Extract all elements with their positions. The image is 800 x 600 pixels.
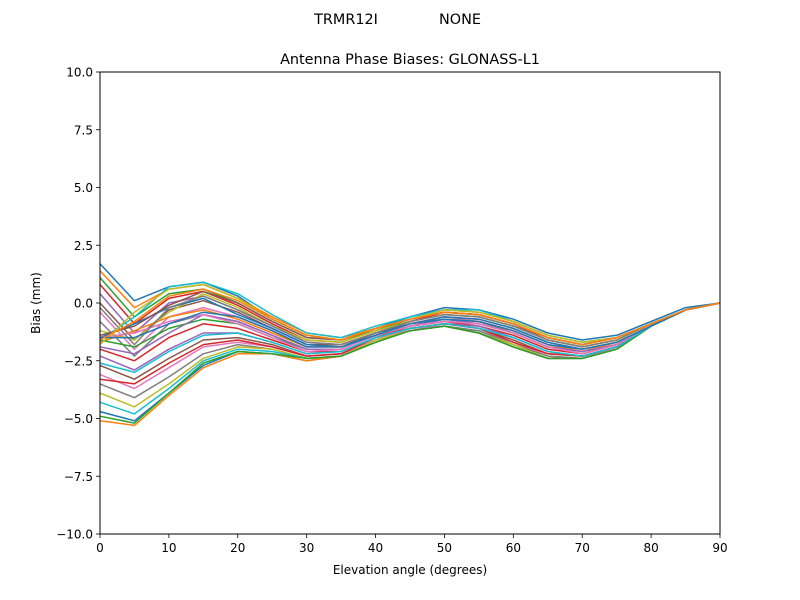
x-tick-label: 40 [368, 541, 383, 555]
x-tick-label: 70 [575, 541, 590, 555]
series-line-31 [100, 302, 721, 350]
y-tick-label: −2.5 [64, 354, 93, 368]
y-tick-label: −7.5 [64, 470, 93, 484]
x-tick-label: 10 [161, 541, 176, 555]
x-tick-label: 60 [506, 541, 521, 555]
y-tick-label: 5.0 [74, 181, 93, 195]
y-tick-label: 2.5 [74, 239, 93, 253]
x-tick-label: 30 [299, 541, 314, 555]
x-tick-label: 80 [643, 541, 658, 555]
y-tick-label: 7.5 [74, 123, 93, 137]
series-line-32 [99, 288, 721, 346]
x-axis-ticks: 0 10 20 30 40 50 60 70 80 90 [96, 534, 728, 555]
series-line-23 [99, 302, 721, 424]
x-tick-label: 0 [96, 541, 104, 555]
series-line-30 [99, 302, 721, 374]
chart-title: Antenna Phase Biases: GLONASS-L1 [280, 52, 540, 68]
series-line-27 [99, 302, 721, 355]
suptitle-left: TRMR12I [313, 12, 378, 28]
y-tick-label: 10.0 [66, 66, 93, 80]
y-tick-label: −5.0 [64, 412, 93, 426]
x-tick-label: 90 [712, 541, 727, 555]
x-axis-label: Elevation angle (degrees) [333, 563, 487, 577]
y-tick-label: −10.0 [56, 528, 93, 542]
y-tick-label: 0.0 [74, 297, 93, 311]
series-line-28 [99, 295, 721, 348]
x-tick-label: 20 [230, 541, 245, 555]
plot-frame [99, 71, 721, 535]
suptitle-right: NONE [439, 12, 481, 28]
y-axis-label: Bias (mm) [29, 272, 43, 334]
series-lines [99, 263, 721, 427]
x-tick-label: 50 [437, 541, 452, 555]
y-axis-ticks: 10.0 7.5 5.0 2.5 0.0 −2.5 −5.0 −7.5 −10.0 [56, 66, 100, 542]
